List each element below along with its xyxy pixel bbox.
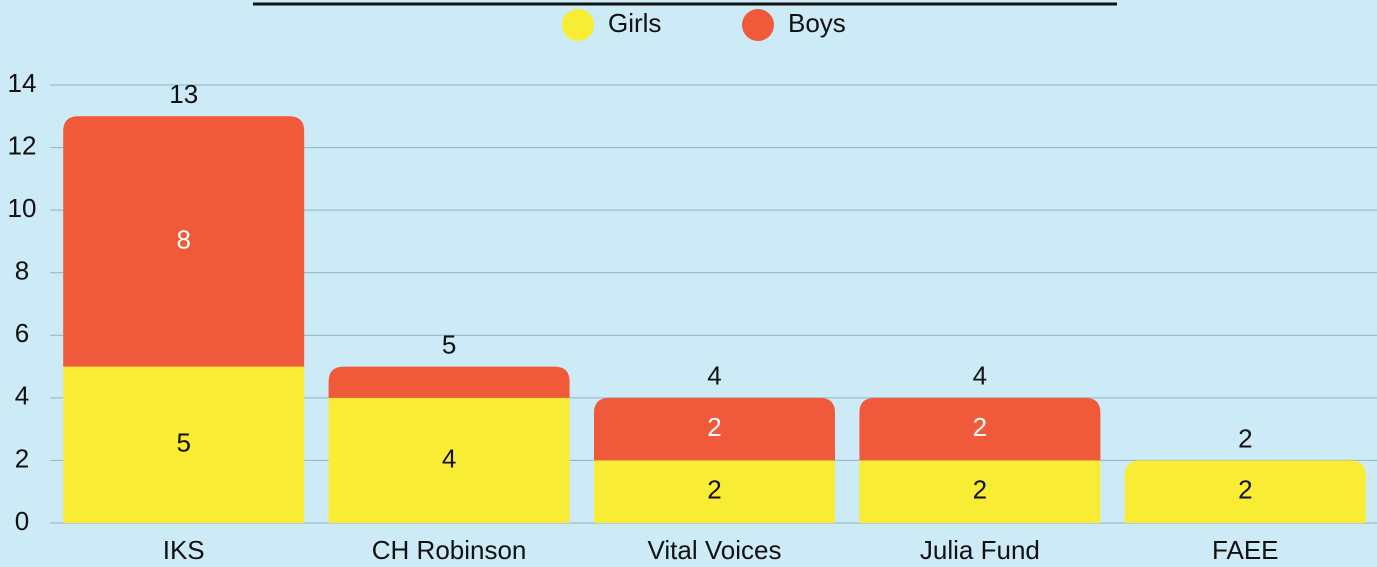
bar-segment [328, 397, 570, 523]
bar-segment [1124, 460, 1366, 523]
bar-segment [859, 397, 1101, 461]
value-label: 4 [442, 443, 456, 473]
x-tick-label: Vital Voices [648, 535, 782, 565]
total-label: 13 [169, 79, 198, 109]
bar-segment [594, 397, 835, 461]
legend-label: Girls [608, 8, 661, 38]
y-tick-label: 10 [8, 193, 37, 223]
y-tick-label: 4 [15, 381, 29, 411]
total-label: 2 [1238, 423, 1252, 453]
bar-segment [63, 116, 305, 367]
x-tick-label: FAEE [1212, 535, 1278, 565]
value-label: 2 [1238, 475, 1252, 505]
value-label: 2 [707, 475, 721, 505]
bar-segment [63, 366, 305, 523]
legend-label: Boys [788, 8, 846, 38]
total-label: 4 [707, 361, 721, 391]
bar-segment [859, 460, 1101, 523]
value-label: 2 [707, 412, 721, 442]
y-tick-label: 12 [8, 130, 37, 160]
value-label: 2 [973, 475, 987, 505]
total-label: 5 [442, 329, 456, 359]
y-tick-label: 8 [15, 256, 29, 286]
bar-segment [328, 366, 570, 398]
x-tick-label: IKS [163, 535, 205, 565]
y-tick-label: 0 [15, 506, 29, 536]
value-label: 8 [176, 224, 190, 254]
y-tick-label: 14 [8, 68, 37, 98]
legend-swatch [562, 9, 594, 41]
value-label: 2 [973, 412, 987, 442]
total-label: 4 [973, 361, 987, 391]
y-tick-label: 2 [15, 443, 29, 473]
legend-swatch [742, 9, 774, 41]
x-tick-label: Julia Fund [920, 535, 1040, 565]
value-label: 5 [176, 428, 190, 458]
y-tick-label: 6 [15, 318, 29, 348]
bar-segment [594, 460, 835, 523]
x-tick-label: CH Robinson [372, 535, 527, 565]
